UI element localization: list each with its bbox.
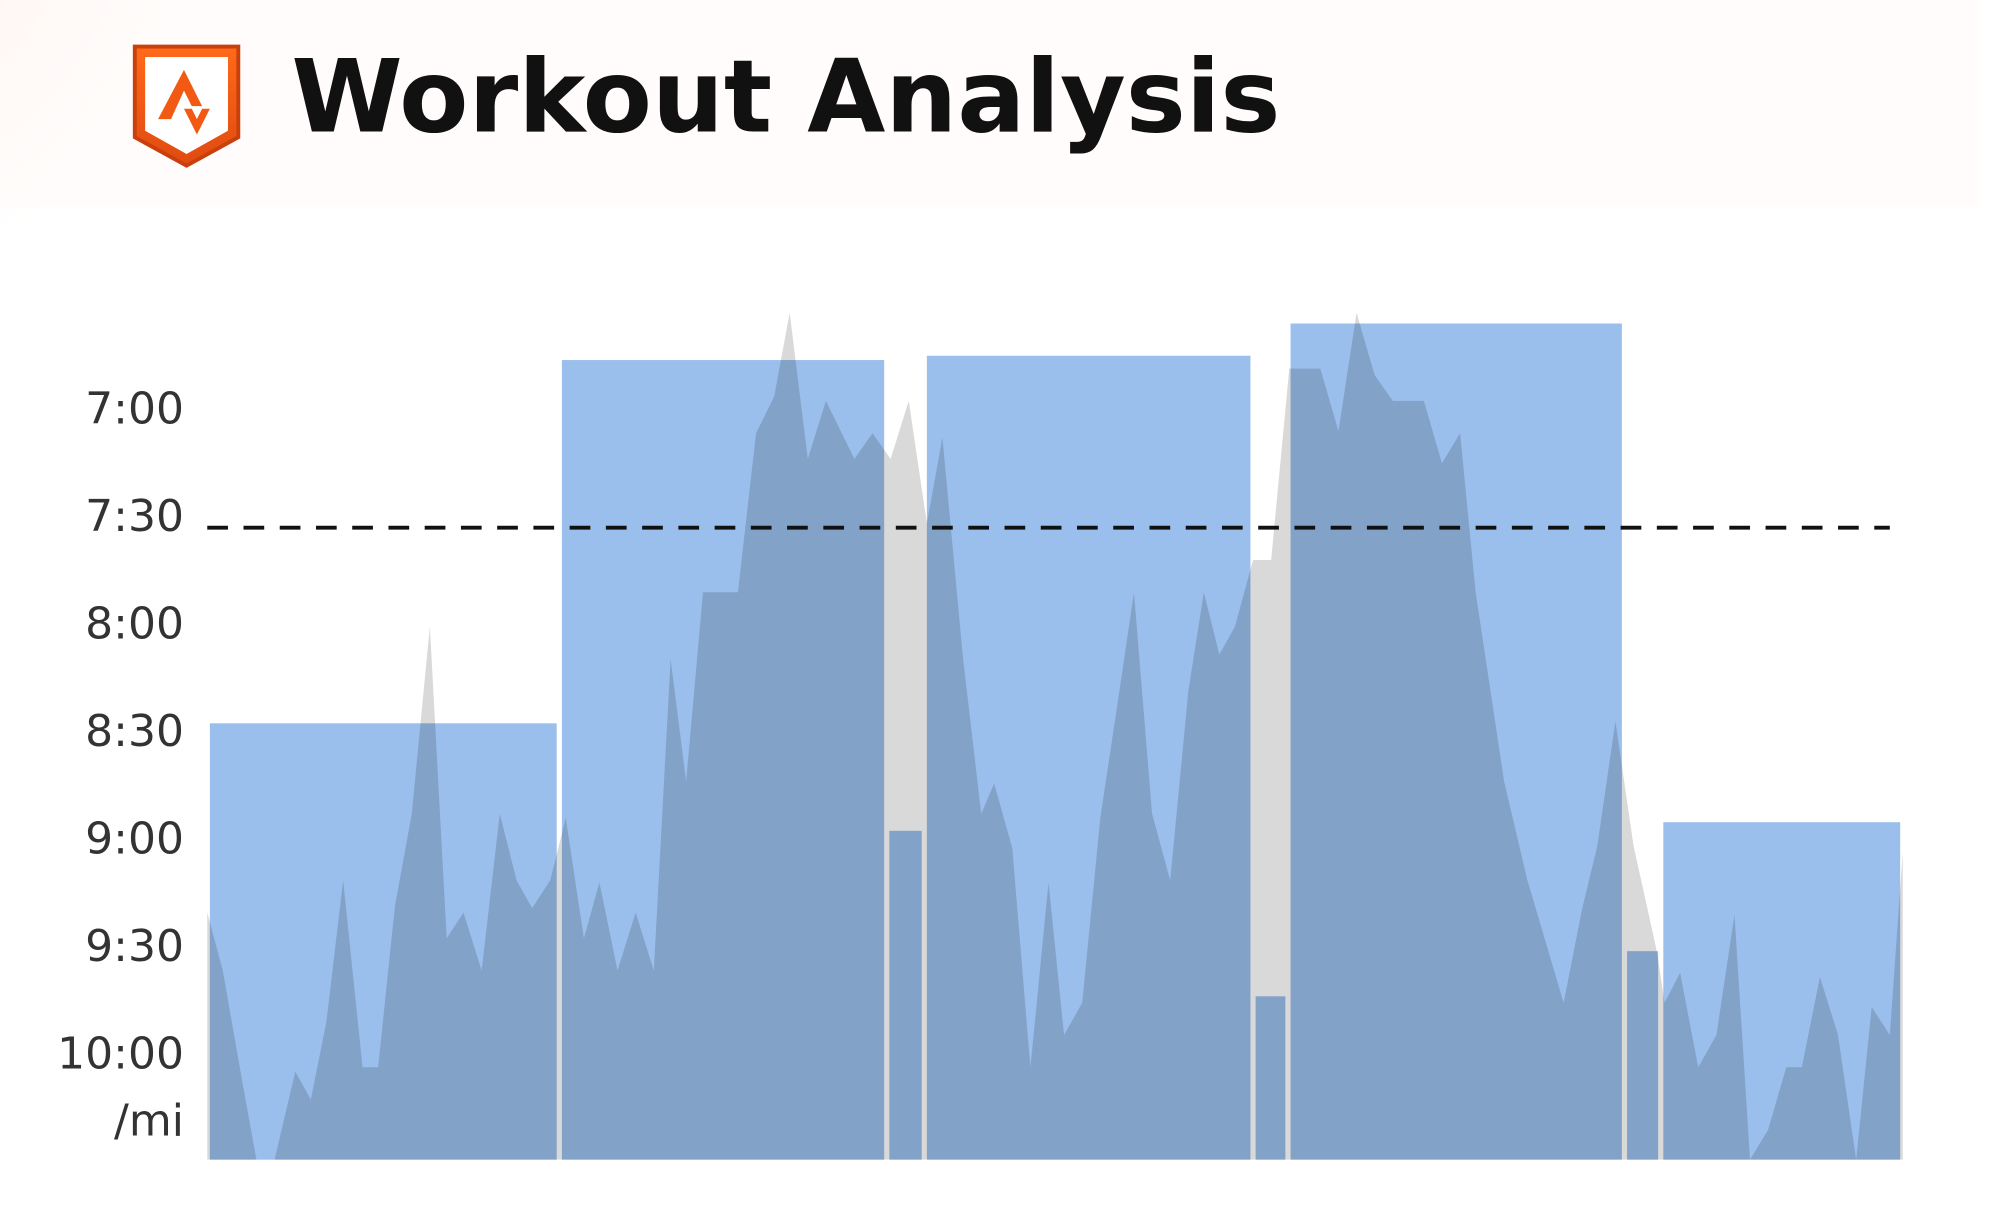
y-tick-label: 8:30 xyxy=(85,706,184,757)
y-tick-label: 7:00 xyxy=(85,384,184,435)
lap-bar xyxy=(1627,951,1659,1160)
y-tick-label: 8:00 xyxy=(85,599,184,650)
title: Workout Analysis xyxy=(291,37,1280,155)
lap-bar xyxy=(926,355,1251,1160)
y-unit-label: /mi xyxy=(114,1095,184,1146)
y-tick-label: 9:00 xyxy=(85,814,184,865)
logo xyxy=(132,44,241,168)
header-bar xyxy=(0,0,1981,208)
pace-trace xyxy=(207,312,1903,1160)
y-tick-label: 7:30 xyxy=(85,491,184,542)
y-tick-label: 9:30 xyxy=(85,921,184,972)
lap-bar xyxy=(561,360,885,1160)
lap-bar xyxy=(1255,996,1286,1160)
y-tick-label: 10:00 xyxy=(57,1028,184,1079)
lap-bar xyxy=(889,830,922,1160)
lap-bar xyxy=(1290,323,1622,1160)
lap-bar xyxy=(1663,822,1901,1160)
lap-bar xyxy=(209,723,557,1160)
